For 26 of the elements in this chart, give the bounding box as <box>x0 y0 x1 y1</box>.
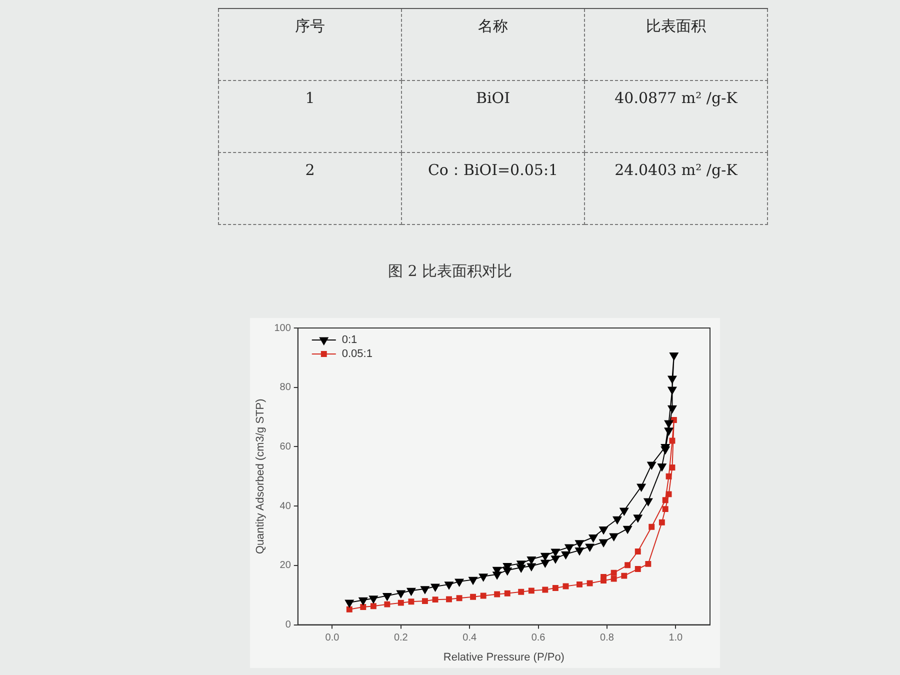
text: 名称 <box>402 8 584 80</box>
x-tick-label: 0.4 <box>462 632 477 644</box>
text: 序号 <box>218 8 402 80</box>
text: Co：BiOI=0.05:1 <box>402 152 584 224</box>
text: 1 <box>218 80 402 152</box>
y-axis-title: Quantity Adsorbed (cm3/g STP) <box>254 398 267 554</box>
x-tick-label: 0.0 <box>325 632 340 644</box>
x-axis-title: Relative Pressure (P/Po) <box>443 651 564 664</box>
caption: 图 2 比表面积对比 <box>386 262 514 281</box>
y-tick-label: 60 <box>280 441 292 452</box>
x-tick-label: 1.0 <box>668 632 684 644</box>
y-tick-label: 100 <box>274 322 292 334</box>
text: BiOI <box>402 80 584 152</box>
legend-label: 0:1 <box>342 334 358 346</box>
y-tick-label: 80 <box>280 382 292 394</box>
legend-label: 0.05:1 <box>342 348 372 360</box>
y-tick-label: 40 <box>280 500 292 512</box>
y-tick-label: 0 <box>285 620 292 631</box>
x-tick-label: 0.2 <box>394 632 408 644</box>
x-tick-label: 0.8 <box>600 632 614 644</box>
text: 40.0877 m² /g-K <box>584 80 768 152</box>
y-tick-label: 20 <box>280 560 292 572</box>
text: 2 <box>218 152 402 224</box>
x-tick-label: 0.6 <box>531 632 546 644</box>
text: 比表面积 <box>584 8 768 80</box>
text: 24.0403 m² /g-K <box>584 152 768 224</box>
